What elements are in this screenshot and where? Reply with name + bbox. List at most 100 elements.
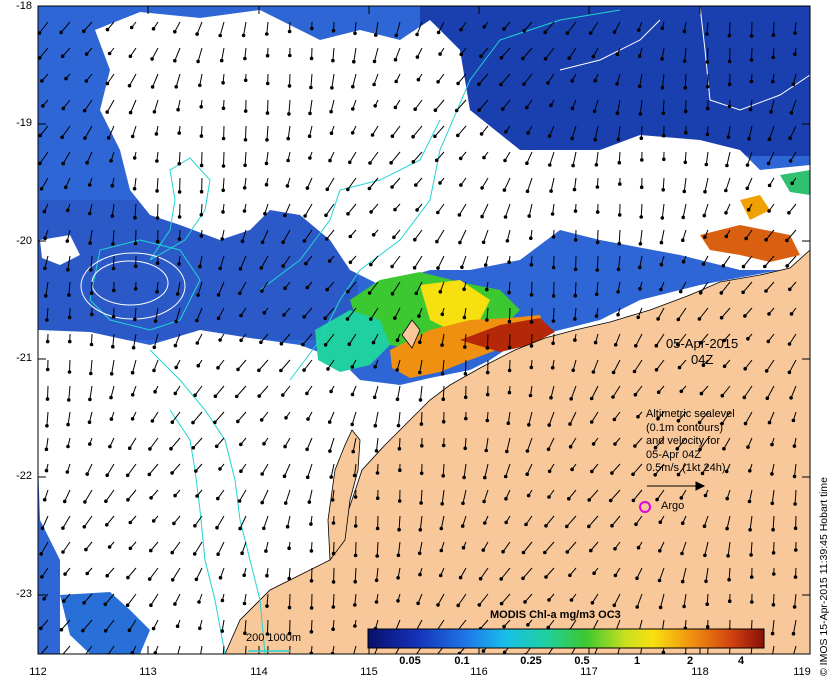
colorbar-tick-label: 1: [633, 655, 641, 667]
velocity-arrow-head: [441, 474, 446, 478]
velocity-arrow-head: [375, 496, 380, 501]
velocity-arrow-head: [771, 527, 775, 532]
velocity-arrow-head: [282, 313, 286, 317]
contour-legend-label: 200 1000m: [246, 632, 302, 644]
velocity-arrow-head: [65, 470, 70, 474]
velocity-arrow-head: [346, 212, 350, 216]
velocity-arrow-head: [82, 29, 86, 34]
velocity-arrow: [217, 541, 225, 555]
velocity-arrow: [725, 177, 731, 191]
velocity-arrow-head: [433, 108, 438, 112]
velocity-arrow-head: [126, 498, 130, 502]
velocity-arrow: [258, 385, 269, 397]
velocity-arrow: [151, 47, 159, 60]
velocity-arrow-head: [84, 79, 89, 83]
velocity-arrow-head: [767, 312, 771, 316]
velocity-arrow-head: [521, 56, 525, 61]
velocity-arrow-head: [640, 158, 644, 162]
velocity-arrow: [480, 567, 489, 579]
velocity-arrow-head: [632, 369, 637, 374]
velocity-arrow: [127, 567, 137, 578]
velocity-arrow-head: [133, 241, 138, 246]
velocity-arrow: [373, 73, 379, 85]
velocity-arrow-head: [764, 369, 769, 373]
velocity-arrow-head: [353, 524, 358, 528]
velocity-arrow: [352, 73, 357, 87]
velocity-arrow-head: [436, 603, 440, 607]
velocity-arrow-head: [567, 496, 571, 501]
colorbar-title: MODIS Chl-a mg/m3 OC3: [490, 609, 621, 621]
velocity-arrow-head: [152, 110, 157, 114]
velocity-arrow-head: [794, 548, 798, 552]
velocity-arrow-head: [238, 291, 242, 296]
velocity-arrow-head: [785, 238, 789, 243]
velocity-arrow-head: [764, 289, 768, 293]
velocity-arrow: [46, 307, 49, 321]
velocity-arrow-head: [749, 575, 754, 579]
velocity-arrow: [703, 203, 709, 216]
velocity-arrow-head: [679, 496, 684, 500]
velocity-arrow: [681, 541, 687, 554]
velocity-arrow-head: [265, 573, 269, 578]
velocity-arrow-head: [90, 312, 94, 317]
velocity-arrow-head: [177, 237, 182, 241]
velocity-arrow: [60, 21, 71, 33]
velocity-arrow-head: [260, 240, 265, 245]
velocity-arrow: [245, 125, 247, 140]
velocity-arrow-head: [680, 579, 685, 584]
velocity-arrow-head: [551, 235, 556, 239]
velocity-arrow-head: [634, 344, 638, 348]
velocity-arrow-head: [283, 213, 287, 218]
velocity-arrow-head: [526, 493, 531, 498]
velocity-arrow: [531, 281, 533, 295]
velocity-arrow: [196, 307, 203, 321]
velocity-arrow-head: [567, 56, 572, 61]
velocity-arrow-head: [329, 475, 334, 479]
velocity-arrow: [306, 437, 313, 450]
velocity-arrow-head: [153, 651, 158, 654]
velocity-arrow: [172, 567, 181, 581]
velocity-arrow-head: [522, 29, 527, 33]
velocity-arrow-head: [170, 420, 175, 425]
velocity-arrow-head: [742, 395, 747, 400]
velocity-arrow: [772, 593, 775, 605]
velocity-arrow: [634, 359, 643, 372]
velocity-arrow-head: [66, 267, 70, 272]
velocity-arrow-head: [411, 134, 415, 139]
velocity-arrow-head: [285, 524, 290, 529]
velocity-arrow: [127, 593, 137, 606]
velocity-arrow-head: [45, 397, 50, 401]
velocity-arrow-head: [397, 527, 401, 532]
velocity-arrow: [523, 541, 533, 553]
velocity-arrow-head: [436, 30, 441, 35]
velocity-arrow: [309, 99, 313, 114]
velocity-arrow-head: [264, 549, 268, 553]
velocity-arrow-head: [529, 293, 534, 297]
velocity-arrow: [374, 385, 379, 398]
velocity-arrow-head: [325, 187, 330, 192]
velocity-arrow: [549, 125, 555, 137]
velocity-arrow-head: [617, 241, 622, 246]
velocity-arrow-head: [375, 526, 380, 531]
velocity-arrow: [747, 151, 753, 166]
velocity-arrow-head: [507, 390, 512, 395]
velocity-arrow-head: [415, 32, 419, 37]
velocity-arrow-head: [239, 338, 243, 343]
velocity-arrow-head: [331, 551, 336, 556]
velocity-arrow-head: [615, 82, 619, 86]
velocity-arrow-head: [660, 26, 665, 31]
velocity-arrow-head: [747, 499, 752, 504]
velocity-arrow: [613, 359, 621, 373]
velocity-arrow-head: [127, 83, 132, 88]
velocity-arrow-head: [676, 317, 681, 322]
velocity-arrow-head: [659, 287, 663, 292]
velocity-arrow-head: [719, 291, 724, 295]
velocity-arrow: [310, 619, 313, 632]
velocity-arrow: [127, 489, 137, 501]
velocity-arrow-head: [502, 188, 507, 192]
velocity-arrow-head: [329, 389, 333, 394]
velocity-arrow-head: [243, 631, 247, 636]
velocity-arrow: [219, 255, 225, 269]
velocity-arrow: [680, 281, 687, 292]
velocity-arrow-head: [87, 183, 92, 187]
